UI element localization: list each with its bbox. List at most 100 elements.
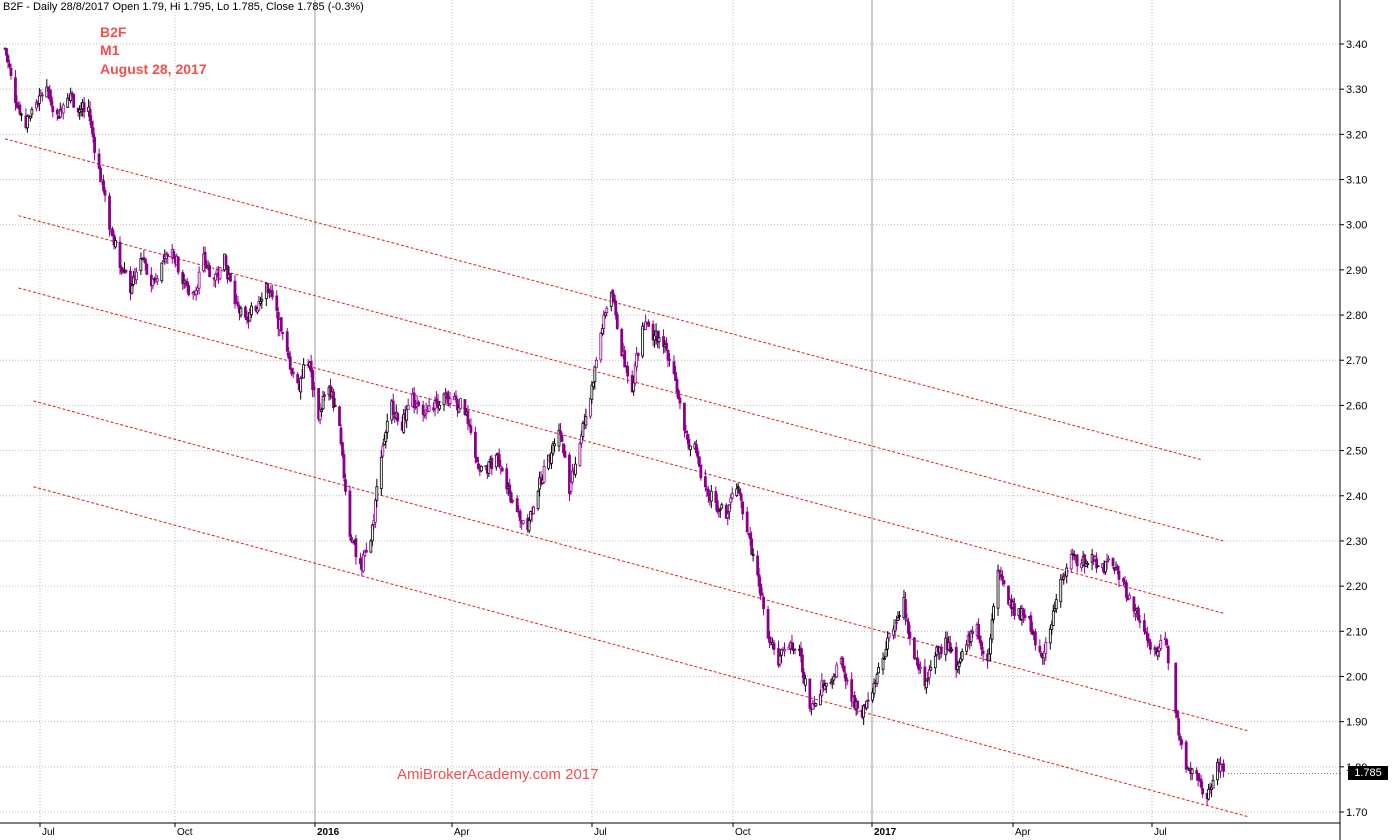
candle-body	[926, 678, 930, 681]
candle-body	[508, 484, 512, 494]
candle-body	[505, 468, 509, 490]
candle-body	[281, 332, 285, 334]
candle-body	[1007, 585, 1010, 605]
candle-body	[780, 648, 783, 656]
candle-body	[1051, 610, 1055, 626]
candle-body	[745, 511, 749, 533]
candle-body	[687, 438, 691, 449]
candle-body	[668, 359, 671, 361]
x-tick-label: 2017	[874, 827, 897, 838]
candle-body	[405, 409, 409, 421]
candle-body	[804, 678, 807, 686]
candle-body	[341, 442, 344, 456]
candle-body	[412, 392, 416, 409]
candle-body	[883, 658, 886, 660]
candle-body	[977, 624, 981, 639]
candle-body	[129, 270, 132, 293]
candle-body	[51, 106, 55, 113]
candle-body	[79, 109, 83, 112]
candle-body	[1201, 788, 1205, 795]
candle-body	[1023, 614, 1027, 619]
candle-body	[155, 278, 159, 282]
candle-body	[427, 405, 431, 412]
candle-body	[99, 167, 102, 183]
candle-body	[348, 490, 352, 537]
candle-body	[30, 109, 34, 115]
candle-body	[865, 700, 869, 709]
candle-body	[632, 382, 636, 392]
candle-body	[218, 267, 222, 280]
candle-body	[381, 445, 385, 457]
candle-body	[1117, 570, 1121, 580]
candle-body	[950, 648, 954, 651]
candle-body	[1195, 770, 1199, 775]
candle-body	[603, 312, 607, 316]
candle-body	[1199, 778, 1203, 788]
candle-body	[1075, 554, 1079, 567]
candle-body	[369, 540, 373, 553]
candle-body	[790, 642, 794, 650]
candle-body	[727, 504, 731, 513]
candle-body	[90, 120, 94, 128]
candle-body	[236, 302, 240, 307]
candle-body	[421, 404, 425, 415]
candle-body	[824, 682, 828, 687]
candle-body	[1132, 596, 1136, 612]
candle-body	[203, 251, 207, 266]
x-tick-label: Jul	[594, 827, 607, 838]
y-tick-label: 1.70	[1346, 807, 1367, 819]
candle-body	[417, 401, 421, 406]
candle-body	[456, 399, 459, 411]
candle-body	[454, 395, 458, 400]
candle-body	[1148, 641, 1152, 650]
candle-body	[602, 314, 606, 329]
candle-body	[1156, 651, 1160, 657]
candle-body	[385, 420, 389, 433]
candle-body	[835, 664, 839, 678]
candle-body	[406, 405, 410, 410]
candle-body	[600, 328, 604, 335]
candle-body	[530, 513, 534, 515]
candle-body	[476, 463, 480, 470]
candle-body	[342, 454, 346, 479]
candle-body	[527, 520, 531, 532]
candle-body	[735, 488, 739, 496]
candle-body	[689, 445, 692, 451]
candle-body	[114, 240, 117, 248]
candle-body	[1095, 558, 1098, 569]
candle-body	[762, 596, 765, 610]
candle-body	[160, 262, 164, 282]
candle-body	[370, 524, 374, 542]
candle-body	[1029, 615, 1033, 632]
candle-body	[118, 241, 122, 269]
candle-body	[751, 554, 755, 556]
candle-body	[884, 648, 888, 658]
y-tick-label: 2.20	[1346, 581, 1367, 593]
candle-body	[756, 555, 760, 576]
candle-body	[214, 273, 217, 281]
candle-body	[750, 538, 754, 555]
candle-body	[6, 55, 10, 63]
candle-body	[559, 430, 562, 436]
candle-body	[729, 497, 733, 504]
candle-body	[1134, 610, 1137, 614]
candle-body	[898, 615, 901, 617]
candle-body	[14, 77, 17, 104]
candle-body	[25, 115, 29, 129]
candle-body	[939, 646, 943, 655]
candle-body	[960, 651, 964, 660]
candle-body	[515, 498, 519, 512]
candle-body	[1138, 620, 1142, 623]
candle-body	[913, 637, 916, 659]
candle-body	[124, 269, 128, 273]
candle-body	[497, 454, 501, 467]
y-tick-label: 2.70	[1346, 355, 1367, 367]
candle-body	[187, 285, 191, 296]
candle-body	[108, 195, 111, 230]
candle-body	[875, 673, 879, 685]
candle-body	[715, 500, 719, 512]
candle-body	[384, 432, 388, 442]
candle-body	[130, 285, 134, 294]
candle-body	[145, 263, 149, 275]
y-tick-label: 2.50	[1346, 446, 1367, 458]
